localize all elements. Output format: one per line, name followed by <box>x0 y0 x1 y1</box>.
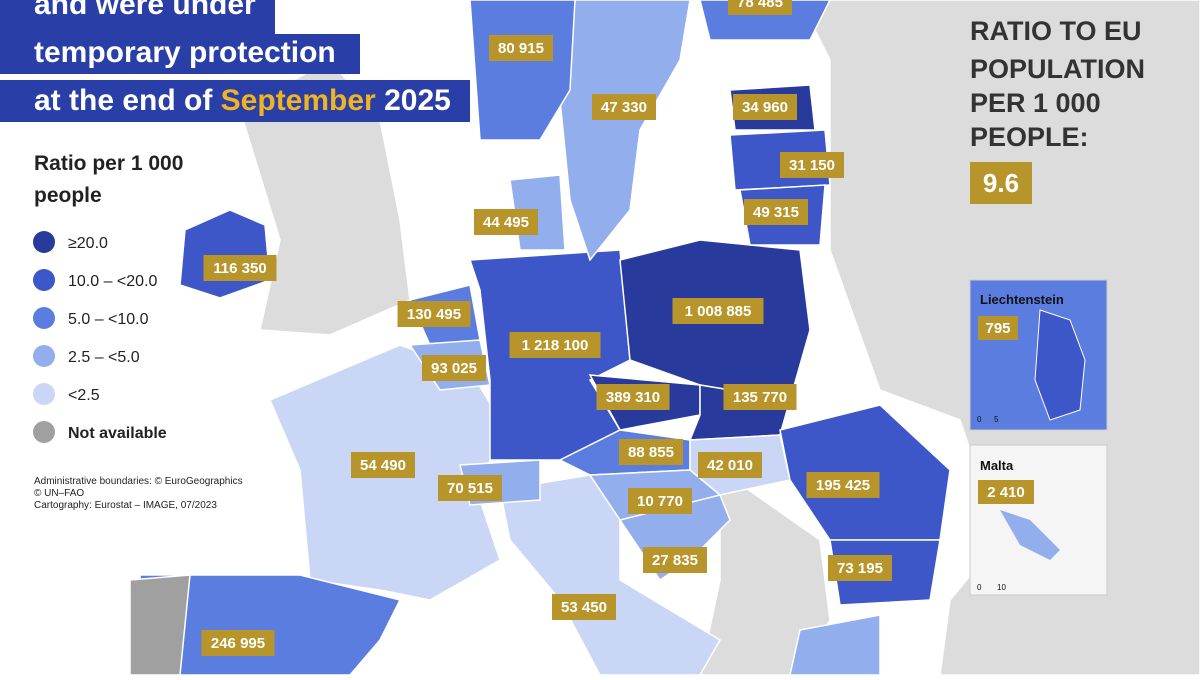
label-box <box>643 547 707 573</box>
country-value: 195 425 <box>816 477 870 494</box>
label-box <box>596 384 670 410</box>
country-value: 130 495 <box>407 306 461 323</box>
legend-swatch <box>33 307 55 329</box>
label-box <box>728 0 792 15</box>
country-value: 88 855 <box>628 444 674 461</box>
scale-label: 0 <box>977 415 982 424</box>
legend: Ratio per 1 000 people ≥20.0 10.0 – <20.0… <box>33 152 243 511</box>
title-box: and were under temporary protection at t… <box>0 0 470 122</box>
country-value: 1 218 100 <box>522 337 589 354</box>
inset-shape <box>1000 510 1060 560</box>
country-value: 27 835 <box>652 552 698 569</box>
inset-value-box <box>978 480 1034 504</box>
label-box <box>780 152 844 178</box>
title-band <box>0 0 275 34</box>
inset-liechtenstein: Liechtenstein 795 0 5 <box>969 279 1108 431</box>
legend-label: 10.0 – <20.0 <box>68 273 158 290</box>
eu-ratio: RATIO TO EU POPULATION PER 1 000 PEOPLE:… <box>970 16 1145 204</box>
legend-label: Not available <box>68 425 167 442</box>
legend-swatch <box>33 269 55 291</box>
country-value: 70 515 <box>447 480 493 497</box>
country-value: 80 915 <box>498 40 544 57</box>
label-box <box>733 94 797 120</box>
inset-value: 2 410 <box>987 484 1025 501</box>
label-box <box>351 452 415 478</box>
portugal <box>129 574 191 676</box>
label-box <box>422 355 486 381</box>
sweden <box>559 0 691 262</box>
title-band <box>0 80 470 122</box>
country-value: 78 485 <box>737 0 783 11</box>
label-box <box>828 555 892 581</box>
legend-label: 5.0 – <10.0 <box>68 311 149 328</box>
country-value: 73 195 <box>837 560 883 577</box>
label-box <box>489 35 553 61</box>
label-box <box>744 199 808 225</box>
eu-ratio-label: RATIO TO EU <box>970 16 1142 46</box>
label-box <box>672 298 764 324</box>
legend-swatch <box>33 231 55 253</box>
country-value: 116 350 <box>213 260 266 277</box>
legend-swatch <box>33 383 55 405</box>
legend-label: 2.5 – <5.0 <box>68 349 140 366</box>
inset-shape <box>1034 309 1086 421</box>
label-box <box>552 594 616 620</box>
eu-ratio-box <box>970 162 1032 204</box>
country-value: 31 150 <box>789 157 835 174</box>
inset-name: Liechtenstein <box>980 292 1064 307</box>
country-value: 246 995 <box>211 635 265 652</box>
label-box <box>592 94 656 120</box>
country-value: 34 960 <box>742 99 788 116</box>
scale-label: 10 <box>997 583 1006 592</box>
label-box <box>619 439 683 465</box>
label-box <box>723 384 797 410</box>
legend-label: <2.5 <box>68 387 100 404</box>
country-value: 10 770 <box>637 493 683 510</box>
country-value: 49 315 <box>753 204 799 221</box>
title-line: at the end of September 2025 <box>34 84 451 117</box>
label-box <box>397 301 471 327</box>
legend-title: Ratio per 1 000 <box>34 152 183 175</box>
label-box <box>201 630 275 656</box>
eu-ratio-label: POPULATION <box>970 54 1145 84</box>
source-note: Administrative boundaries: © EuroGeograp… <box>34 476 243 487</box>
country-value: 135 770 <box>733 389 787 406</box>
scale-label: 5 <box>994 415 999 424</box>
inset-name: Malta <box>980 458 1014 473</box>
eu-ratio-value: 9.6 <box>983 168 1019 198</box>
title-band <box>0 34 360 74</box>
country-value: 47 330 <box>601 99 647 116</box>
inset-value: 795 <box>985 320 1010 337</box>
label-box <box>698 452 762 478</box>
country-value: 54 490 <box>360 457 406 474</box>
country-value: 44 495 <box>483 214 529 231</box>
title-line: and were under <box>34 0 256 21</box>
label-box <box>509 332 601 358</box>
country-value: 1 008 885 <box>685 303 752 320</box>
inset-malta: Malta 2 410 0 10 <box>969 444 1108 596</box>
legend-swatch <box>33 421 55 443</box>
legend-title: people <box>34 184 102 207</box>
legend-swatch <box>33 345 55 367</box>
scale-label: 0 <box>977 583 982 592</box>
title-line: temporary protection <box>34 36 336 69</box>
label-box <box>806 472 880 498</box>
country-value: 53 450 <box>561 599 607 616</box>
country-value: 389 310 <box>606 389 660 406</box>
label-box <box>438 475 502 501</box>
eu-ratio-label: PER 1 000 <box>970 88 1101 118</box>
legend-label: ≥20.0 <box>68 235 108 252</box>
inset-value-box <box>978 316 1018 340</box>
country-labels: 78 485 80 915 47 330 34 960 31 150 49 315 44 4… <box>201 0 892 656</box>
country-value: 42 010 <box>707 457 753 474</box>
label-box <box>203 255 277 281</box>
label-box <box>474 209 538 235</box>
country-value: 93 025 <box>431 360 477 377</box>
eu-ratio-label: PEOPLE: <box>970 122 1089 152</box>
inset-frame <box>969 444 1108 596</box>
source-note: Cartography: Eurostat – IMAGE, 07/2023 <box>34 500 217 511</box>
label-box <box>628 488 692 514</box>
source-note: © UN–FAO <box>34 488 84 499</box>
